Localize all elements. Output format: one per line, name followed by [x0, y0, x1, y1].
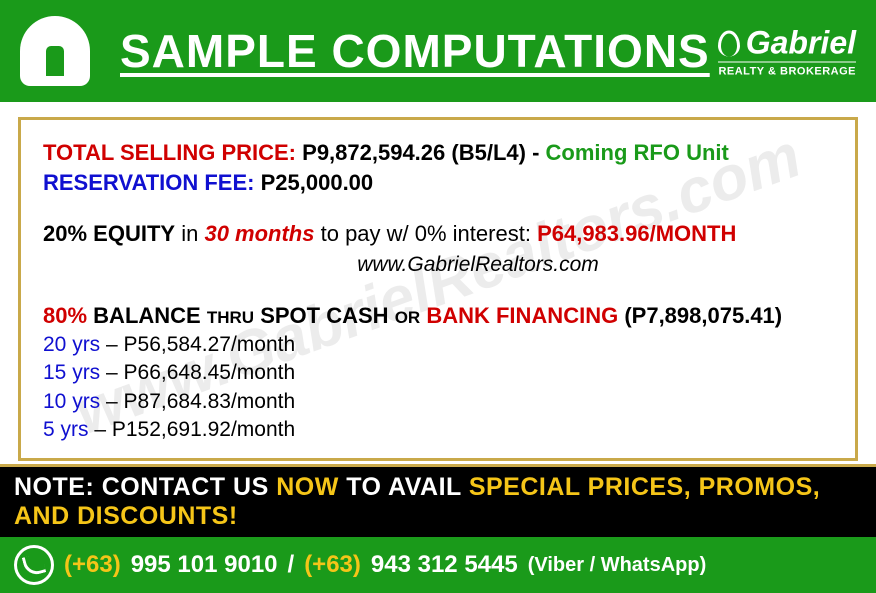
phone-separator: /: [288, 551, 295, 579]
spacer: [43, 197, 833, 219]
equity-in: in: [181, 221, 198, 246]
brand-name: Gabriel: [718, 25, 856, 62]
tsp-label: TOTAL SELLING PRICE:: [43, 140, 296, 165]
brand-subtitle: REALTY & BROKERAGE: [718, 62, 856, 78]
term-years: 15 yrs: [43, 361, 100, 384]
equity-label: EQUITY: [93, 221, 175, 246]
country-code-2: (+63): [304, 551, 361, 579]
note-mid: TO AVAIL: [339, 473, 469, 501]
balance-thru: THRU: [207, 308, 254, 327]
brand-block: Gabriel REALTY & BROKERAGE: [718, 25, 856, 78]
website-line: www.GabrielRealtors.com: [43, 251, 833, 279]
brand-name-text: Gabriel: [746, 25, 856, 62]
tsp-value: P9,872,594.26: [302, 140, 445, 165]
footer: NOTE: CONTACT US NOW TO AVAIL SPECIAL PR…: [0, 464, 876, 593]
equity-months: 30 months: [204, 221, 314, 246]
equity-percent: 20%: [43, 221, 87, 246]
balance-or: OR: [395, 308, 421, 327]
mushroom-logo-icon: [20, 16, 90, 86]
tsp-unit: (B5/L4): [451, 140, 526, 165]
term-amount: – P56,584.27/month: [100, 333, 295, 356]
phone-icon: [14, 545, 54, 585]
term-amount: – P66,648.45/month: [100, 361, 295, 384]
balance-amount: (P7,898,075.41): [624, 303, 782, 328]
tsp-dash: -: [532, 140, 539, 165]
rfee-label: RESERVATION FEE:: [43, 170, 254, 195]
tsp-status: Coming RFO Unit: [546, 140, 729, 165]
page-title: SAMPLE COMPUTATIONS: [120, 24, 710, 78]
term-years: 10 yrs: [43, 390, 100, 413]
note-bar: NOTE: CONTACT US NOW TO AVAIL SPECIAL PR…: [0, 467, 876, 537]
phone-2: 943 312 5445: [371, 551, 518, 579]
balance-percent: 80%: [43, 303, 87, 328]
computation-panel: www.GabrielRealtors.com TOTAL SELLING PR…: [18, 117, 858, 461]
term-amount: – P87,684.83/month: [100, 390, 295, 413]
reservation-fee-line: RESERVATION FEE: P25,000.00: [43, 168, 833, 198]
note-prefix: NOTE: CONTACT US: [14, 473, 276, 501]
note-now: NOW: [276, 473, 339, 501]
viber-whatsapp-label: (Viber / WhatsApp): [528, 554, 707, 577]
country-code-1: (+63): [64, 551, 121, 579]
term-row: 20 yrs – P56,584.27/month: [43, 331, 833, 359]
term-amount: – P152,691.92/month: [89, 418, 296, 441]
term-row: 5 yrs – P152,691.92/month: [43, 416, 833, 444]
equity-amount: P64,983.96/MONTH: [537, 221, 736, 246]
term-years: 20 yrs: [43, 333, 100, 356]
brand-leaf-icon: [718, 30, 740, 56]
balance-bank: BANK FINANCING: [426, 303, 618, 328]
phone-1: 995 101 9010: [131, 551, 278, 579]
balance-line: 80% BALANCE THRU SPOT CASH OR BANK FINAN…: [43, 301, 833, 331]
header-bar: SAMPLE COMPUTATIONS Gabriel REALTY & BRO…: [0, 0, 876, 102]
rfee-value: P25,000.00: [261, 170, 374, 195]
term-row: 15 yrs – P66,648.45/month: [43, 359, 833, 387]
term-row: 10 yrs – P87,684.83/month: [43, 388, 833, 416]
payment-terms-list: 20 yrs – P56,584.27/month15 yrs – P66,64…: [43, 331, 833, 444]
equity-line: 20% EQUITY in 30 months to pay w/ 0% int…: [43, 219, 833, 249]
balance-word: BALANCE: [93, 303, 201, 328]
equity-terms: to pay w/ 0% interest:: [321, 221, 531, 246]
term-years: 5 yrs: [43, 418, 89, 441]
total-selling-price-line: TOTAL SELLING PRICE: P9,872,594.26 (B5/L…: [43, 138, 833, 168]
balance-spot: SPOT CASH: [260, 303, 388, 328]
contact-row: (+63) 995 101 9010 / (+63) 943 312 5445 …: [0, 537, 876, 593]
